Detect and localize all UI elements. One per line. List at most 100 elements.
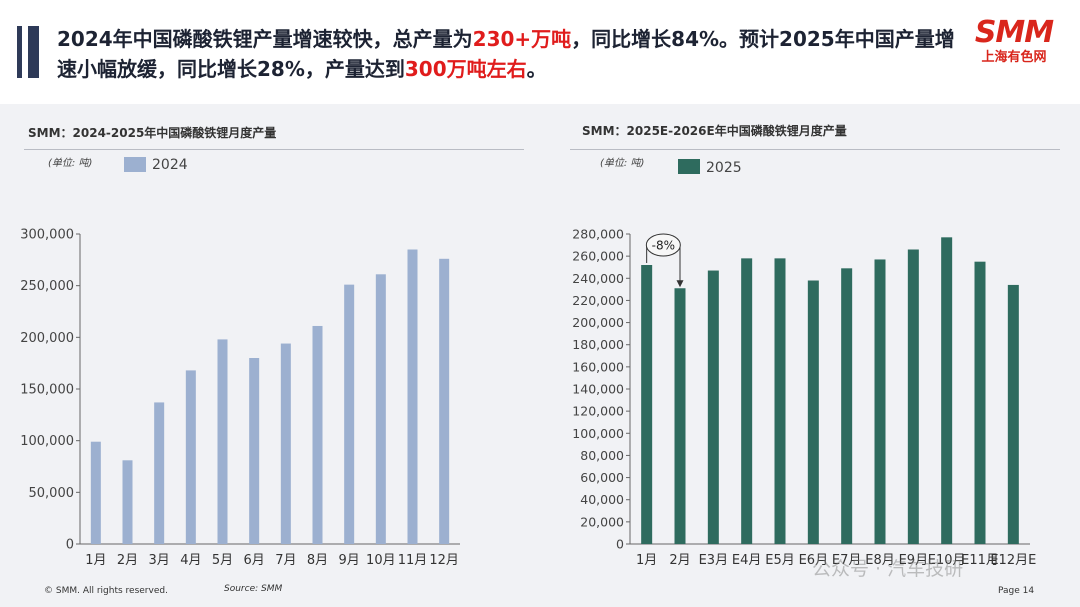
x-tick-label: 10月 (366, 553, 396, 568)
bar-2025-2 (674, 288, 686, 544)
y-tick-label: 140,000 (572, 382, 624, 397)
bar-2024-3 (154, 402, 165, 544)
x-tick-label: 9月 (339, 553, 360, 568)
y-tick-label: 220,000 (572, 293, 624, 308)
chart-title-2024: SMM：2024-2025年中国磷酸铁锂月度产量 (28, 126, 277, 140)
title-highlight: 300万吨左右 (404, 57, 527, 81)
copyright-text: © SMM. All rights reserved. (44, 586, 168, 596)
x-tick-label: 3月 (149, 553, 170, 568)
header-accent-bar (17, 26, 22, 78)
logo-subtitle: 上海有色网 (981, 50, 1047, 65)
x-tick-label: 5月 (212, 553, 233, 568)
bar-2024-6 (249, 358, 260, 544)
bar-2025-12 (1007, 284, 1019, 544)
page-number: Page 14 (998, 586, 1035, 596)
y-tick-label: 100,000 (572, 426, 624, 441)
x-tick-label: E8月 (865, 553, 895, 568)
x-tick-label: 6月 (244, 553, 265, 568)
x-tick-label: 2月 (669, 553, 690, 568)
y-tick-label: 250,000 (20, 279, 74, 294)
x-tick-label: 12月 (429, 553, 459, 568)
x-tick-label: 1月 (636, 553, 657, 568)
bar-2025-8 (874, 259, 886, 544)
x-tick-label: E10月 (928, 553, 966, 568)
bar-2024-8 (312, 325, 323, 544)
annotation-arrowhead (676, 280, 684, 288)
bar-2025-4 (741, 258, 753, 544)
bar-2024-9 (344, 284, 355, 544)
x-tick-label: 1月 (85, 553, 106, 568)
bar-chart-2025: 0 20,000 40,000 60,000 80,000 100,000 120,000 1… (572, 227, 1036, 569)
y-tick-label: 200,000 (20, 331, 74, 346)
y-tick-label: 60,000 (580, 470, 624, 485)
x-tick-label: E12月E (990, 553, 1036, 568)
y-tick-label: 0 (616, 537, 624, 552)
y-tick-label: 100,000 (20, 434, 74, 449)
content-area: SMM：2024-2025年中国磷酸铁锂月度产量 (单位: 吨) 2024 SM… (0, 104, 1080, 607)
bar-2024-11 (407, 249, 418, 544)
page-title: 2024年中国磷酸铁锂产量增速较快，总产量为230+万吨，同比增长84%。预计2… (57, 24, 957, 84)
x-tick-label: 7月 (275, 553, 296, 568)
x-tick-label: E7月 (832, 553, 862, 568)
x-tick-label: 2月 (117, 553, 138, 568)
title-part: 2024年中国磷酸铁锂产量增速较快，总产量为 (57, 27, 473, 51)
smm-logo: SMM 上海有色网 (968, 18, 1060, 68)
title-part: 。 (526, 57, 547, 81)
chart-title-divider (570, 149, 1060, 150)
legend-label-2024: 2024 (152, 157, 188, 173)
chart-title-2025: SMM：2025E-2026E年中国磷酸铁锂月度产量 (582, 124, 847, 138)
bar-2024-1 (90, 441, 101, 544)
y-tick-label: 0 (66, 538, 74, 553)
y-tick-label: 300,000 (20, 228, 74, 243)
x-tick-label: 8月 (307, 553, 328, 568)
annotation-label: -8% (652, 239, 675, 253)
bar-2025-1 (641, 265, 653, 544)
x-tick-label: E6月 (799, 553, 829, 568)
unit-label-2025: (单位: 吨) (600, 158, 645, 169)
legend-label-2025: 2025 (706, 160, 742, 176)
bar-2025-5 (774, 258, 786, 544)
bar-2024-5 (217, 339, 228, 544)
x-tick-label: E5月 (765, 553, 795, 568)
title-highlight: 230+万吨 (472, 27, 572, 51)
bar-2024-7 (280, 343, 291, 544)
y-tick-label: 180,000 (572, 337, 624, 352)
x-tick-label: E11月 (961, 553, 999, 568)
y-tick-label: 80,000 (580, 448, 624, 463)
bar-2025-11 (974, 261, 986, 544)
header: 2024年中国磷酸铁锂产量增速较快，总产量为230+万吨，同比增长84%。预计2… (0, 0, 1080, 104)
y-tick-label: 280,000 (572, 227, 624, 242)
y-tick-label: 260,000 (572, 249, 624, 264)
y-tick-label: 40,000 (580, 492, 624, 507)
bar-2025-6 (807, 280, 819, 544)
x-tick-label: E4月 (732, 553, 762, 568)
x-tick-label: 11月 (398, 553, 428, 568)
x-tick-label: E3月 (699, 553, 729, 568)
watermark-text: 公众号 · 汽车技研 (812, 558, 964, 580)
chart-title-divider (24, 149, 524, 150)
annotation-bubble (645, 233, 681, 257)
y-tick-label: 200,000 (572, 315, 624, 330)
logo-text: SMM (974, 15, 1054, 50)
bar-2025-3 (707, 270, 719, 544)
y-tick-label: 120,000 (572, 404, 624, 419)
legend-swatch-2024 (124, 157, 146, 172)
bar-2024-10 (375, 274, 386, 544)
y-tick-label: 50,000 (29, 486, 75, 501)
bar-2025-9 (907, 249, 919, 544)
bar-2024-4 (185, 370, 196, 544)
title-part: ，同比增长84%。预计2025年中国产量增速小幅放缓，同比增长28%，产量达到 (57, 27, 955, 81)
y-tick-label: 160,000 (572, 359, 624, 374)
source-text: Source: SMM (224, 584, 283, 594)
y-tick-label: 150,000 (20, 383, 74, 398)
bar-2024-2 (122, 460, 133, 544)
x-tick-label: 4月 (180, 553, 201, 568)
x-tick-label: E9月 (899, 553, 929, 568)
header-accent-bar (28, 26, 39, 78)
bar-2025-10 (941, 237, 953, 545)
y-tick-label: 240,000 (572, 271, 624, 286)
bar-2025-7 (841, 268, 853, 544)
bar-chart-2024: 0 50,000 100,000 150,000 200,000 250,000 300,0… (20, 228, 460, 568)
unit-label-2024: (单位: 吨) (48, 158, 93, 169)
legend-swatch-2025 (678, 159, 700, 174)
